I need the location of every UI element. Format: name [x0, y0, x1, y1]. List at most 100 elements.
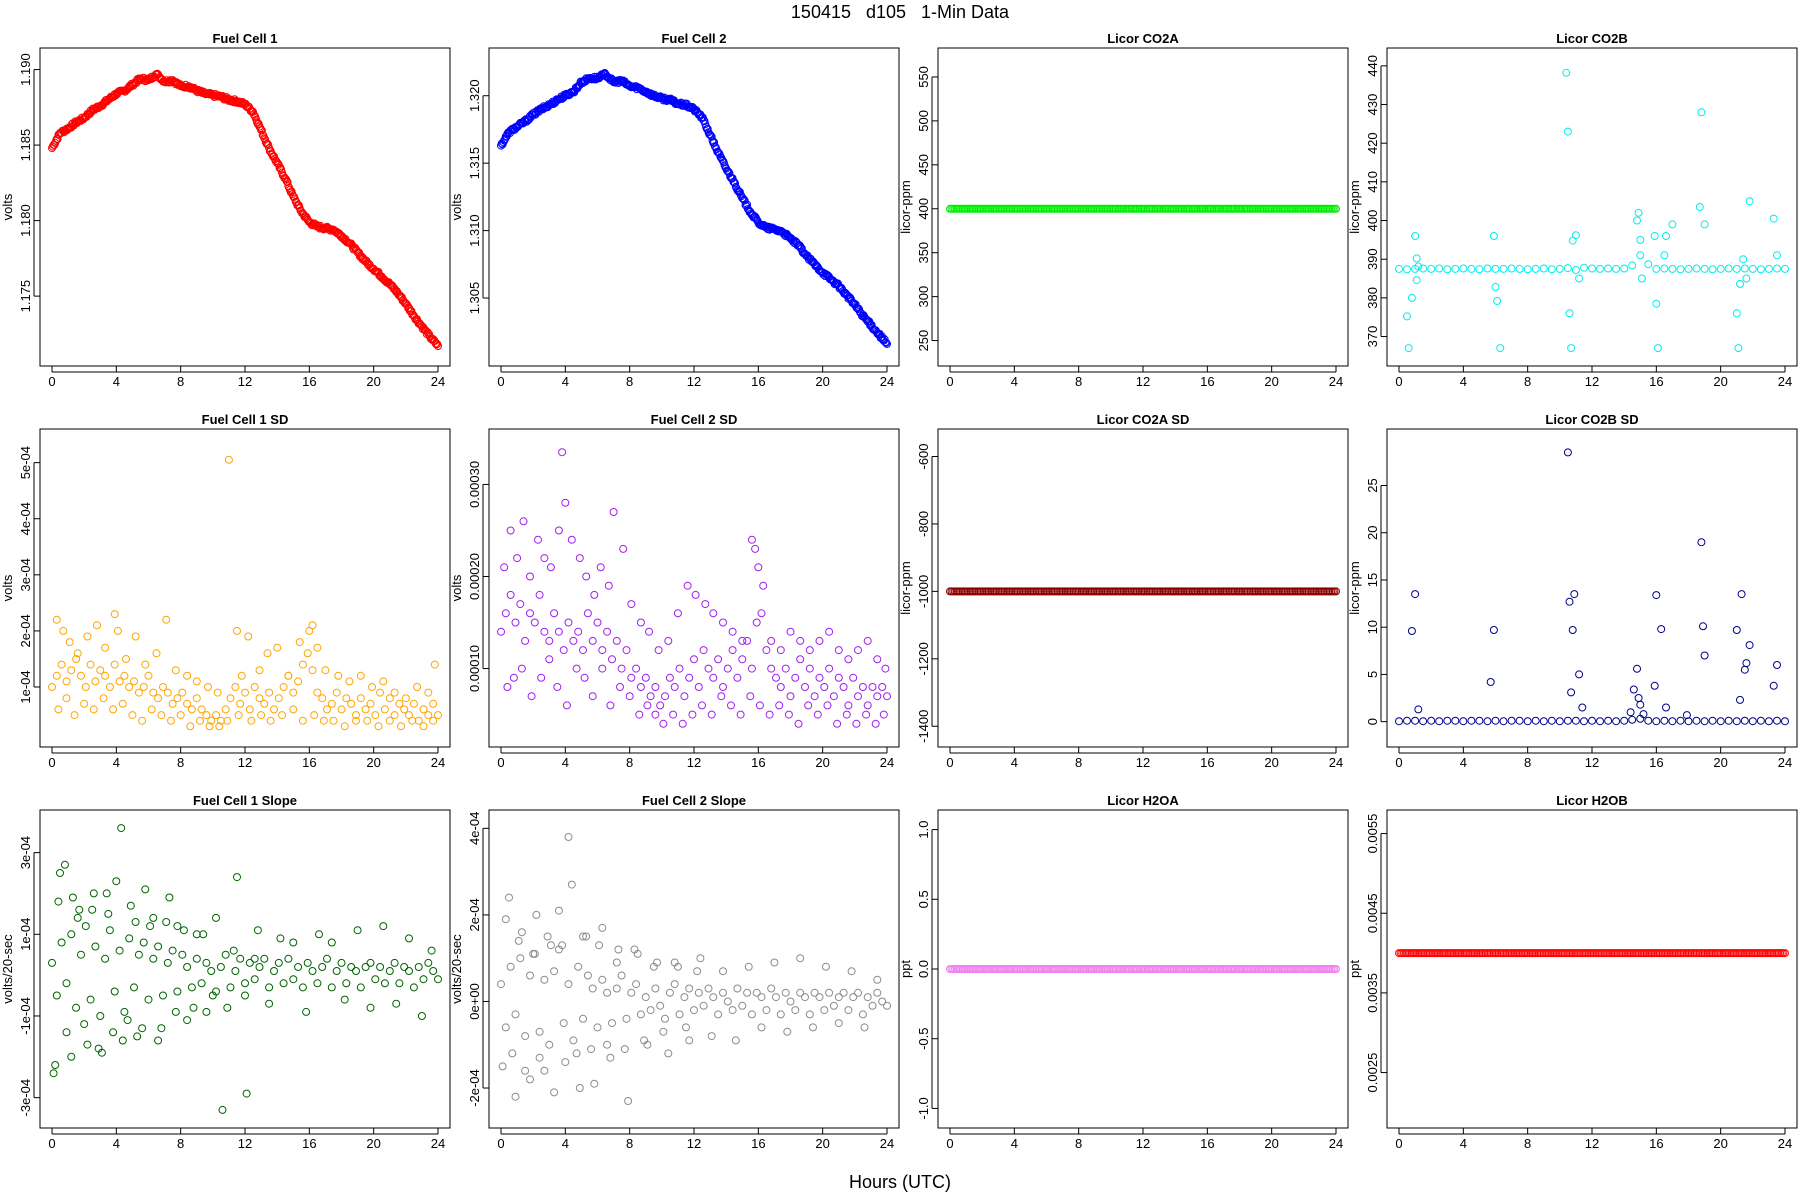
data-point — [126, 901, 135, 910]
data-point — [1769, 681, 1778, 690]
data-point — [1633, 216, 1641, 225]
x-tick-label: 12 — [238, 374, 252, 389]
y-tick-label: 0.0035 — [1365, 973, 1380, 1013]
data-point — [829, 692, 838, 701]
data-point — [73, 649, 82, 658]
data-point — [279, 683, 288, 691]
data-point — [794, 719, 803, 728]
data-point — [244, 632, 253, 641]
data-point — [1773, 264, 1781, 273]
y-tick-label: 430 — [1365, 94, 1380, 116]
data-point — [432, 340, 441, 349]
data-point — [841, 288, 850, 297]
y-tick-label: -1e-04 — [18, 997, 33, 1035]
data-point — [1435, 264, 1444, 273]
data-point — [661, 1014, 669, 1023]
data-point — [598, 975, 607, 984]
y-tick-label: 0.00030 — [467, 461, 482, 508]
data-point — [128, 711, 137, 720]
data-point — [622, 646, 631, 655]
y-tick-label: 500 — [916, 110, 931, 132]
data-point — [273, 643, 282, 652]
data-point — [260, 954, 269, 963]
data-point — [731, 1036, 740, 1045]
data-point — [1660, 251, 1669, 260]
y-tick-label: 380 — [1365, 287, 1380, 309]
y-tick-label: -800 — [916, 511, 931, 537]
data-point — [139, 683, 148, 691]
data-point — [1737, 590, 1746, 599]
data-point — [356, 694, 365, 703]
data-point — [342, 979, 351, 988]
data-point — [698, 701, 706, 710]
data-point — [728, 1006, 737, 1015]
data-point — [696, 954, 705, 963]
data-point — [500, 563, 509, 572]
y-tick-label: -0.5 — [916, 1028, 931, 1050]
data-point — [579, 932, 587, 941]
data-point — [501, 915, 510, 924]
y-tick-label: 1.175 — [18, 280, 33, 313]
data-point — [298, 716, 307, 725]
data-point — [588, 984, 597, 993]
data-point — [332, 967, 341, 975]
data-point — [825, 664, 834, 673]
data-point — [104, 909, 113, 918]
data-point — [868, 1001, 877, 1010]
data-point — [413, 683, 422, 691]
data-point — [289, 688, 298, 697]
data-point — [1668, 717, 1677, 726]
data-point — [183, 963, 192, 971]
data-point — [558, 941, 567, 950]
panel-title: Fuel Cell 1 Slope — [193, 793, 297, 808]
data-point — [588, 636, 597, 645]
data-point — [125, 934, 134, 943]
data-point — [253, 926, 262, 935]
x-tick-label: 8 — [1524, 374, 1531, 389]
y-tick-label: 1.320 — [467, 79, 482, 112]
data-point — [813, 710, 822, 719]
data-point — [1571, 266, 1580, 274]
data-point — [1580, 263, 1588, 272]
data-point — [627, 673, 636, 682]
data-point — [685, 673, 694, 682]
data-point — [236, 699, 245, 708]
plot-frame — [488, 47, 900, 367]
data-point — [308, 666, 317, 675]
data-point — [686, 102, 694, 111]
x-tick-label: 20 — [1713, 1136, 1727, 1151]
data-point — [419, 705, 428, 714]
data-point — [501, 1023, 510, 1032]
data-point — [1499, 264, 1508, 273]
data-point — [407, 307, 416, 316]
y-axis-label: licor-ppm — [898, 561, 913, 614]
data-point — [197, 979, 206, 988]
data-point — [51, 1061, 60, 1069]
data-point — [781, 988, 790, 997]
data-point — [1491, 264, 1500, 273]
data-point — [535, 1053, 544, 1062]
data-point — [48, 683, 56, 691]
data-point — [572, 1049, 581, 1058]
data-point — [1427, 264, 1436, 273]
data-point — [1684, 717, 1693, 726]
x-tick-label: 4 — [113, 374, 120, 389]
data-point — [719, 988, 727, 997]
data-point — [207, 716, 216, 725]
data-point — [664, 1049, 673, 1058]
data-point — [1781, 949, 1789, 958]
data-point — [263, 649, 272, 658]
data-point — [561, 1058, 570, 1067]
x-tick-label: 24 — [1778, 755, 1792, 770]
y-axis-label: volts — [449, 574, 464, 601]
data-point — [93, 621, 101, 630]
data-point — [1732, 309, 1741, 318]
data-point — [77, 113, 86, 122]
y-tick-label: 4e-04 — [18, 502, 33, 535]
plot-frame — [39, 809, 451, 1129]
data-point — [786, 627, 795, 636]
data-point — [645, 627, 653, 636]
data-point — [527, 692, 536, 701]
data-point — [409, 983, 418, 992]
